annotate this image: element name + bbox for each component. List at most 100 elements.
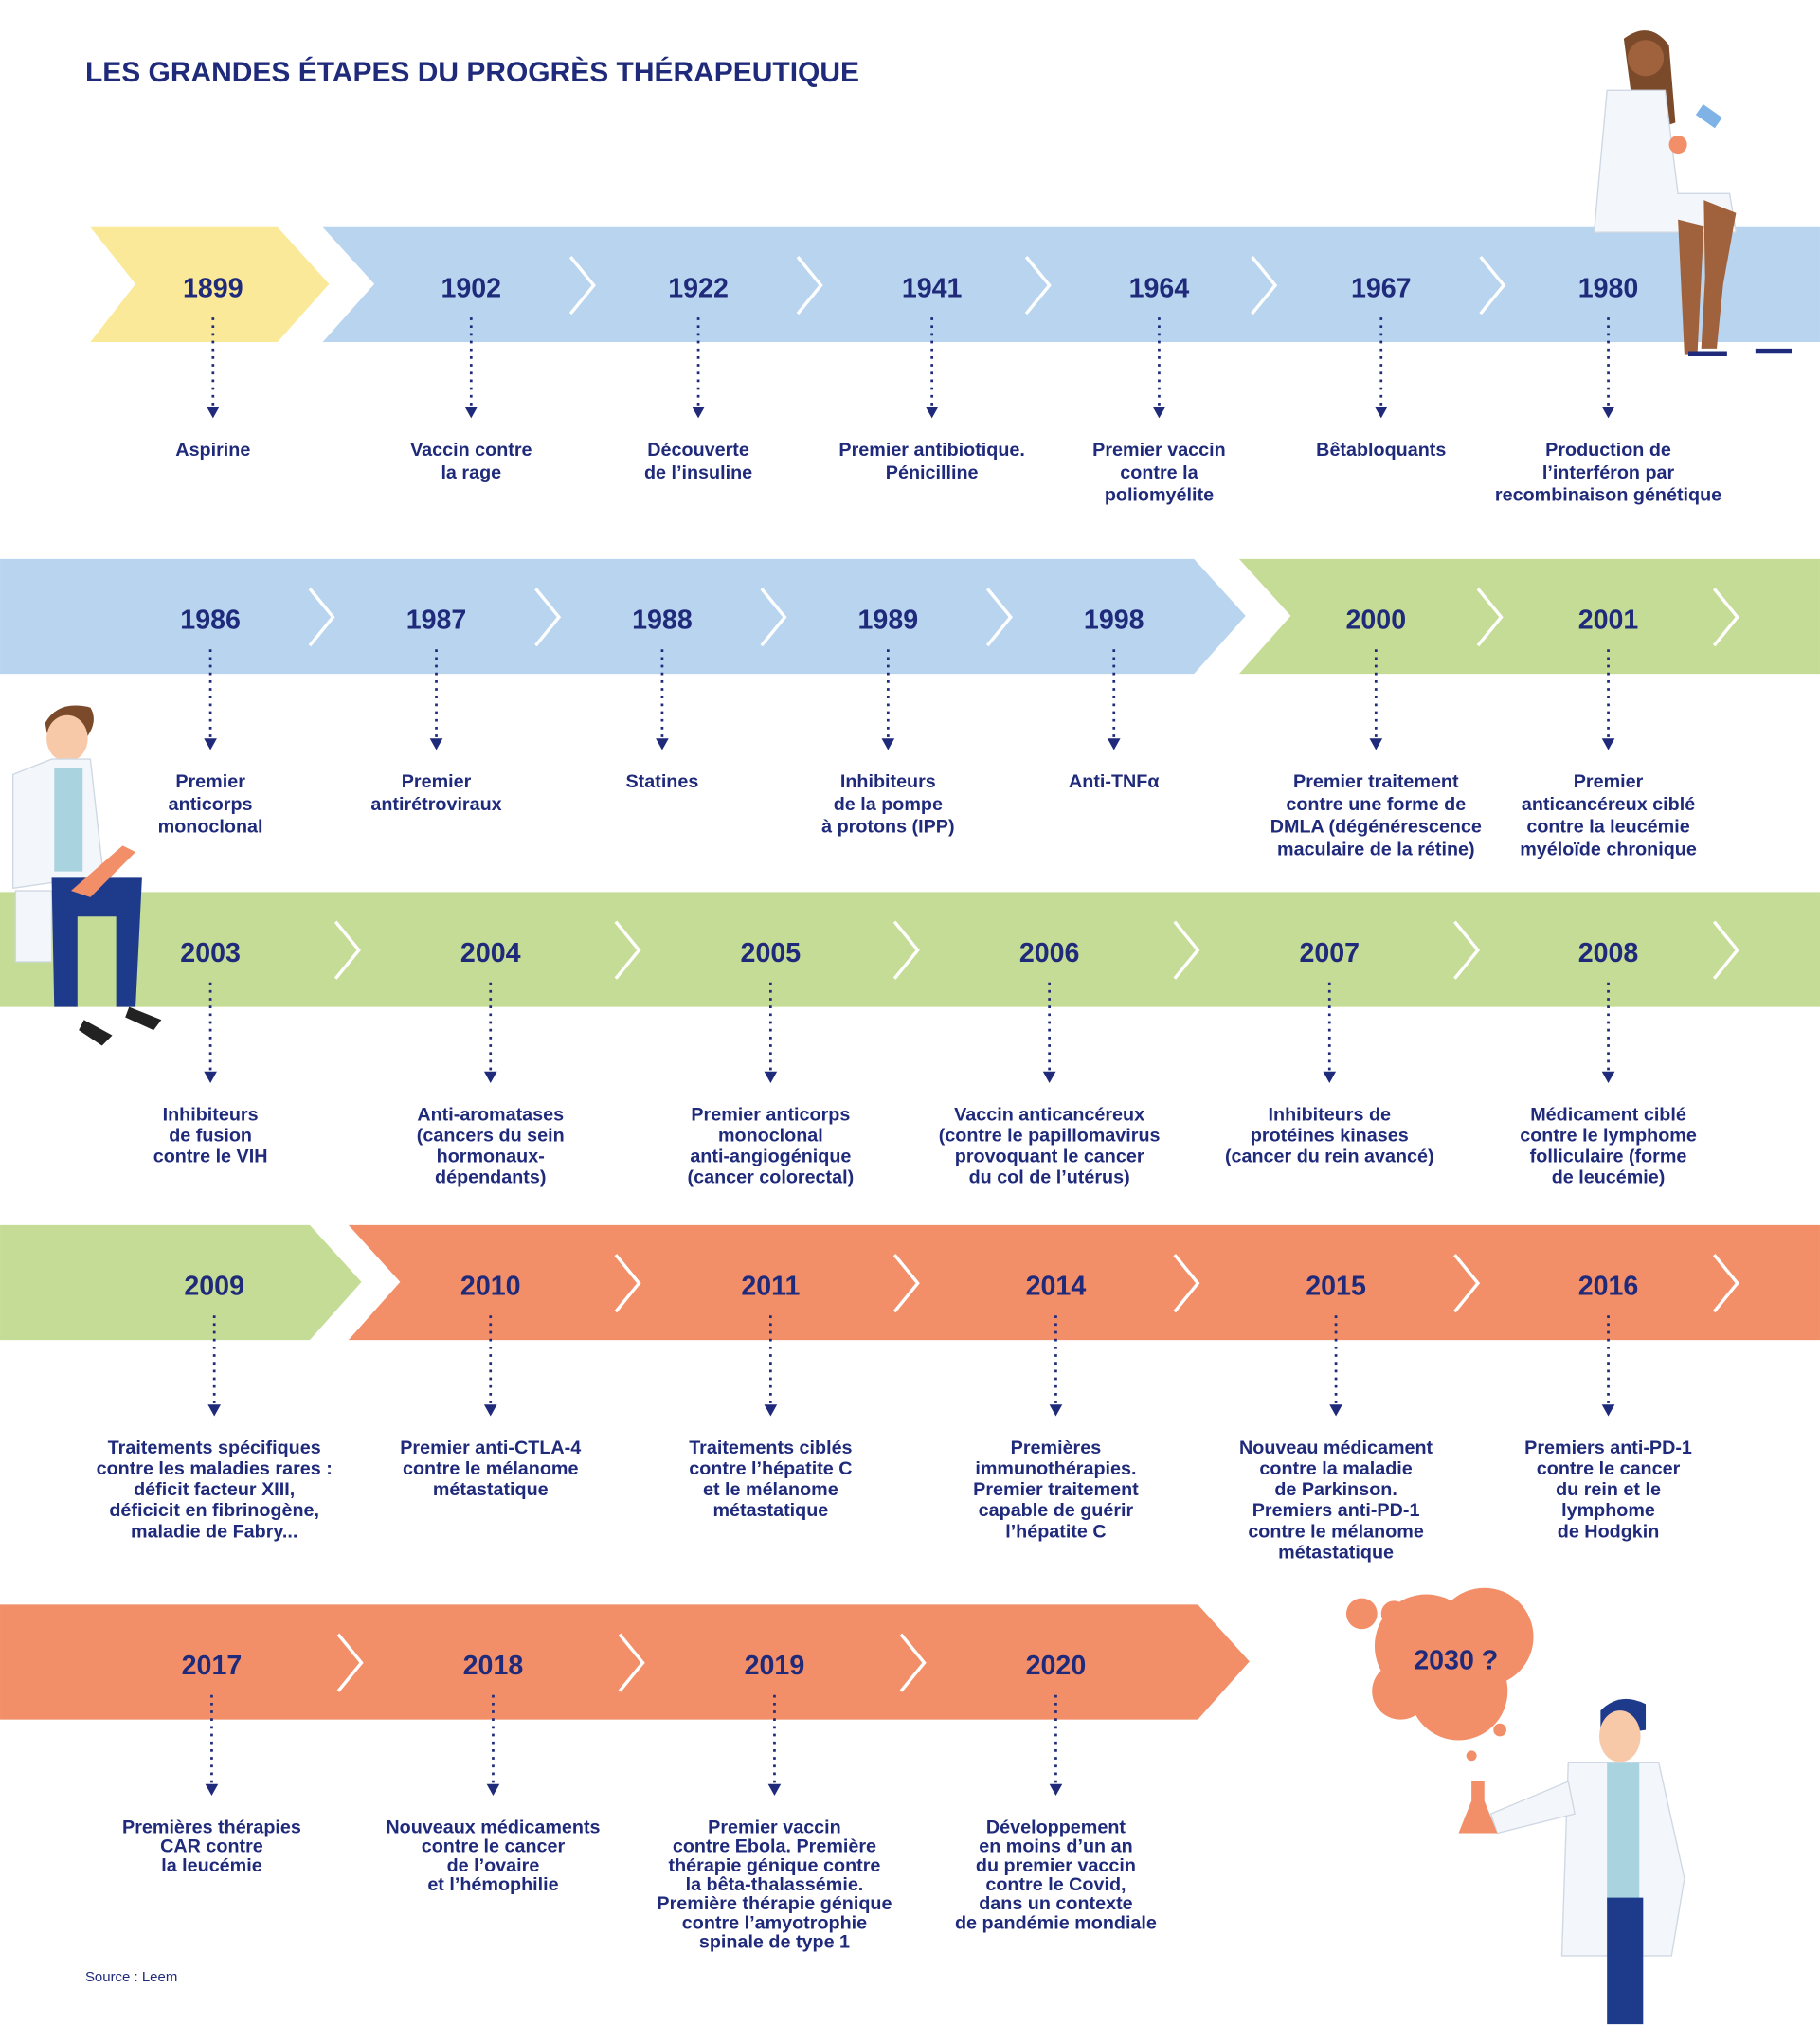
arrowhead (429, 738, 443, 750)
description: Premier vaccin (708, 1817, 841, 1838)
description: immunothérapies. (975, 1458, 1136, 1479)
arrowhead (1329, 1404, 1342, 1417)
description: l’interféron par (1542, 462, 1675, 483)
separator (614, 920, 641, 980)
description: Premier vaccin (1092, 440, 1226, 461)
separator (1251, 256, 1278, 316)
year: 1986 (180, 605, 241, 635)
arrowhead (656, 738, 669, 750)
description: dans un contexte (979, 1893, 1132, 1914)
separator (760, 588, 787, 647)
year: 2007 (1299, 938, 1360, 968)
arrowhead (204, 1071, 217, 1084)
bubble-2030: 2030 ? (1345, 1587, 1534, 1762)
description: contre la maladie (1259, 1458, 1412, 1479)
description: à protons (IPP) (821, 817, 954, 838)
year: 2006 (1019, 938, 1080, 968)
description: (cancer colorectal) (688, 1167, 855, 1188)
description: Premier anticorps (691, 1105, 850, 1126)
arrowhead (464, 407, 478, 419)
description: (cancer du rein avancé) (1225, 1147, 1434, 1167)
figure-man-flask (1458, 1698, 1685, 2025)
separator (1712, 920, 1739, 980)
description: Premières thérapies (122, 1817, 301, 1838)
description: Premier (1574, 771, 1644, 792)
description: Premier (402, 771, 472, 792)
band (348, 1224, 1820, 1341)
description: métastatique (712, 1500, 828, 1521)
description: Aspirine (175, 440, 250, 461)
band (0, 892, 1820, 1007)
year: 2001 (1578, 605, 1639, 635)
year: 2009 (184, 1271, 244, 1301)
arrowhead (207, 407, 220, 419)
description: Traitements spécifiques (108, 1437, 321, 1458)
year: 1980 (1578, 273, 1639, 303)
arrowhead (205, 1783, 219, 1797)
description: Nouveaux médicaments (386, 1817, 600, 1838)
description: du rein et le (1556, 1479, 1661, 1500)
separator (892, 920, 920, 980)
year: 2015 (1306, 1271, 1366, 1301)
description: la bêta-thalassémie. (686, 1874, 864, 1895)
arrowhead (881, 738, 895, 750)
description: Premiers anti-PD-1 (1524, 1437, 1692, 1458)
description: Anti-aromatases (417, 1105, 564, 1126)
year: 2004 (460, 938, 521, 968)
description: contre la leucémie (1526, 817, 1689, 838)
description: myéloïde chronique (1520, 840, 1697, 860)
arrowhead (486, 1783, 500, 1797)
description: dépendants) (435, 1167, 546, 1188)
description: l’hépatite C (1005, 1521, 1106, 1542)
description: de l’ovaire (447, 1855, 540, 1876)
description: Nouveau médicament (1239, 1437, 1433, 1458)
band (90, 226, 330, 343)
description: capable de guérir (979, 1500, 1134, 1521)
year: 2000 (1346, 605, 1407, 635)
description: contre le lymphome (1520, 1126, 1697, 1147)
description: contre la (1120, 462, 1198, 483)
description: et l’hémophilie (427, 1874, 558, 1895)
arrowhead (1049, 1404, 1063, 1417)
description: de Parkinson. (1274, 1479, 1397, 1500)
band (322, 226, 1820, 343)
description: anticancéreux ciblé (1522, 794, 1695, 815)
description: thérapie génique contre (669, 1855, 881, 1876)
description: métastatique (1278, 1542, 1394, 1563)
arrowhead (1152, 407, 1166, 419)
separator (1712, 588, 1739, 647)
description: contre les maladies rares : (97, 1458, 333, 1479)
description: Inhibiteurs (840, 771, 936, 792)
description: de l’insuline (644, 462, 752, 483)
year: 1998 (1084, 605, 1144, 635)
arrowhead (1107, 738, 1121, 750)
band (0, 1224, 362, 1341)
description: contre Ebola. Première (673, 1836, 876, 1857)
description: contre le VIH (153, 1147, 268, 1167)
description: déficicit en fibrinogène, (109, 1500, 319, 1521)
description: Statines (626, 771, 699, 792)
description: la leucémie (161, 1855, 262, 1876)
arrowhead (764, 1071, 778, 1084)
arrowhead (925, 407, 939, 419)
separator (1024, 256, 1052, 316)
description: Développement (986, 1817, 1126, 1838)
year: 2020 (1026, 1651, 1087, 1681)
title: LES GRANDES ÉTAPES DU PROGRÈS THÉRAPEUTI… (85, 56, 859, 88)
description: Premier antibiotique. (838, 440, 1024, 461)
description: Vaccin contre (410, 440, 532, 461)
arrowhead (1601, 1404, 1615, 1417)
arrowhead (207, 1404, 221, 1417)
separator (333, 920, 361, 980)
arrowhead (1049, 1783, 1063, 1797)
arrowhead (692, 407, 705, 419)
separator (1479, 256, 1506, 316)
description: (contre le papillomavirus (939, 1126, 1161, 1147)
description: maladie de Fabry... (131, 1521, 297, 1542)
year: 1989 (858, 605, 919, 635)
arrowhead (1601, 407, 1615, 419)
description: déficit facteur XIII, (134, 1479, 295, 1500)
description: Premier (175, 771, 245, 792)
description: du col de l’utérus) (969, 1167, 1130, 1188)
